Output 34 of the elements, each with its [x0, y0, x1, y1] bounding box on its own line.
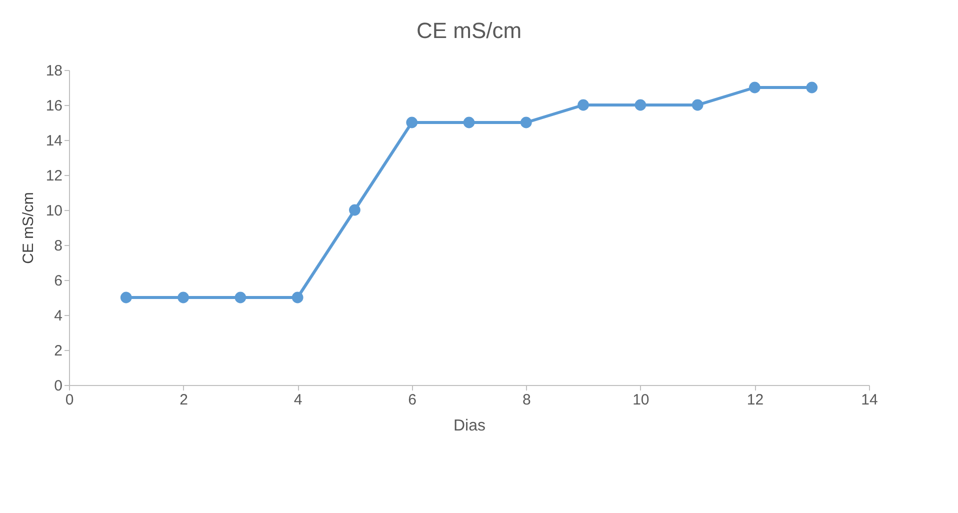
x-tick-label: 0 [65, 392, 74, 408]
x-tick-label: 2 [180, 392, 188, 408]
x-tick-label: 12 [746, 392, 764, 408]
y-axis-title: CE mS/cm [20, 192, 37, 264]
y-tick-label: 2 [54, 342, 62, 360]
point [463, 116, 475, 128]
y-tick-label: 8 [54, 238, 62, 254]
x-tick-label: 6 [408, 392, 417, 408]
x-tick-label: 4 [294, 392, 302, 408]
point [120, 292, 132, 304]
point [234, 292, 246, 304]
y-tick-label: 4 [54, 308, 62, 324]
point [520, 116, 532, 128]
point [406, 116, 418, 128]
chart-title: CE mS/cm [416, 18, 522, 43]
point [634, 99, 646, 111]
point [749, 82, 760, 94]
y-tick-label: 16 [46, 98, 62, 114]
x-axis-title: Dias [453, 418, 486, 434]
point [178, 292, 189, 304]
point [349, 204, 360, 216]
y-tick-label: 0 [54, 378, 62, 394]
point [292, 292, 304, 304]
y-tick-label: 12 [46, 168, 62, 184]
x-tick-label: 8 [522, 392, 531, 408]
x-tick-label: 14 [861, 392, 878, 408]
point [692, 99, 704, 111]
x-tick-label: 10 [632, 392, 650, 408]
point [806, 82, 818, 94]
point [578, 99, 589, 111]
y-tick-label: 6 [54, 272, 62, 290]
y-tick-label: 14 [46, 132, 62, 150]
y-tick-label: 10 [46, 202, 62, 220]
y-tick-label: 18 [46, 62, 62, 80]
